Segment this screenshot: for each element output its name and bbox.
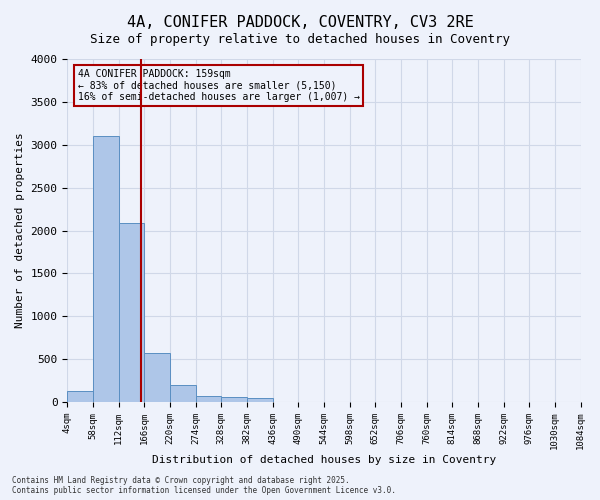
Y-axis label: Number of detached properties: Number of detached properties <box>15 132 25 328</box>
Bar <box>221 398 247 402</box>
Bar <box>93 136 119 402</box>
Bar <box>170 386 196 402</box>
Bar <box>67 391 93 402</box>
X-axis label: Distribution of detached houses by size in Coventry: Distribution of detached houses by size … <box>152 455 496 465</box>
Text: 4A, CONIFER PADDOCK, COVENTRY, CV3 2RE: 4A, CONIFER PADDOCK, COVENTRY, CV3 2RE <box>127 15 473 30</box>
Text: 4A CONIFER PADDOCK: 159sqm
← 83% of detached houses are smaller (5,150)
16% of s: 4A CONIFER PADDOCK: 159sqm ← 83% of deta… <box>77 70 359 102</box>
Bar <box>144 353 170 402</box>
Bar <box>247 398 272 402</box>
Bar <box>196 396 221 402</box>
Text: Contains HM Land Registry data © Crown copyright and database right 2025.
Contai: Contains HM Land Registry data © Crown c… <box>12 476 396 495</box>
Text: Size of property relative to detached houses in Coventry: Size of property relative to detached ho… <box>90 32 510 46</box>
Bar <box>119 223 144 402</box>
